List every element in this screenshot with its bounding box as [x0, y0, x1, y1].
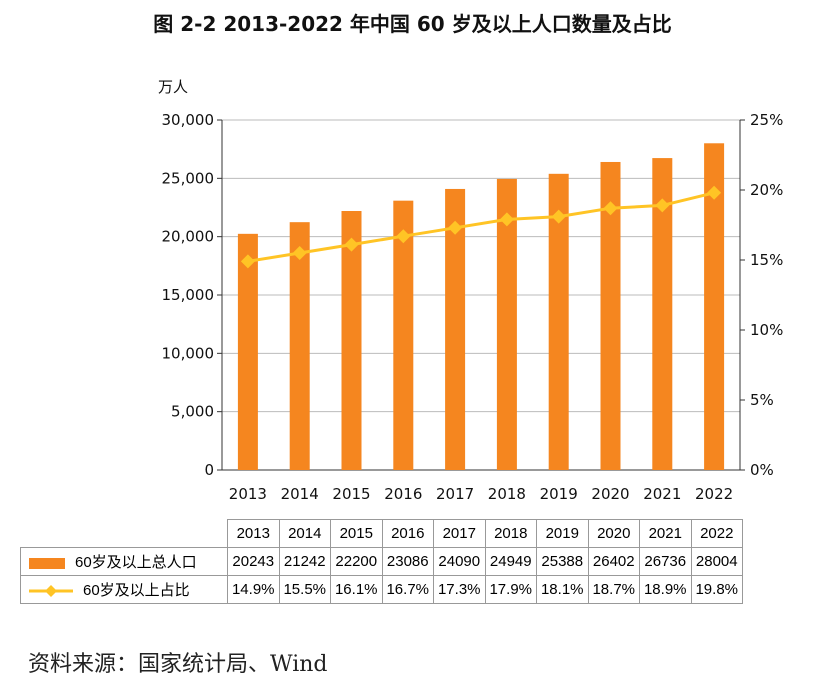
- table-cell-population: 20243: [227, 547, 280, 576]
- y-tick-label-right: 20%: [750, 181, 783, 199]
- table-cell-population: 23086: [381, 547, 434, 576]
- x-tick-label: 2022: [695, 485, 733, 503]
- data-table: 2013 2014 2015 2016 2017 2018 2019 2020 2021 2022…: [20, 519, 743, 604]
- table-cell-population: 28004: [690, 547, 743, 576]
- ratio-line: [247, 191, 715, 263]
- bar: [237, 233, 258, 470]
- table-cell-population: 21242: [278, 547, 331, 576]
- bar: [445, 188, 466, 470]
- x-tick-label: 2020: [591, 485, 629, 503]
- table-cell-ratio: 18.7%: [587, 575, 640, 604]
- source-note: 资料来源：国家统计局、Wind: [28, 652, 328, 677]
- y-tick-label-left: 0: [204, 461, 214, 479]
- y-tick-label-right: 0%: [750, 461, 774, 479]
- line-point: [655, 198, 670, 213]
- table-cell-population: 22200: [330, 547, 383, 576]
- table-cell-ratio: 19.8%: [690, 575, 743, 604]
- line-point: [499, 212, 514, 227]
- bar: [496, 178, 517, 470]
- y-tick-label-left: 10,000: [162, 344, 215, 362]
- plot-area: 万人 0 5,000 10,000 15,000 20,000 25,000 30,000 0…: [158, 78, 783, 503]
- y-tick-label-right: 5%: [750, 391, 774, 409]
- bar-swatch-icon: [29, 557, 65, 569]
- y-tick-label-right: 10%: [750, 321, 783, 339]
- table-header-cell: 2013: [227, 519, 280, 548]
- line-point: [240, 254, 255, 269]
- legend-line: 60岁及以上占比: [20, 575, 228, 604]
- table-header-cell: 2017: [433, 519, 486, 548]
- table-header-cell: 2022: [690, 519, 743, 548]
- bar: [393, 200, 414, 470]
- line-point: [707, 185, 722, 200]
- legend-bar: 60岁及以上总人口: [20, 547, 228, 576]
- table-cell-population: 26402: [587, 547, 640, 576]
- bar: [704, 143, 725, 470]
- table-header-cell: 2021: [639, 519, 692, 548]
- y-tick-label-left: 20,000: [162, 228, 215, 246]
- table-cell-ratio: 15.5%: [278, 575, 331, 604]
- table-cell-population: 24090: [433, 547, 486, 576]
- table-cell-ratio: 16.7%: [381, 575, 434, 604]
- x-tick-label: 2017: [436, 485, 474, 503]
- table-header-cell: 2018: [484, 519, 537, 548]
- x-tick-label: 2018: [488, 485, 526, 503]
- y-axis-unit: 万人: [158, 78, 188, 96]
- x-tick-label: 2016: [384, 485, 422, 503]
- table-cell-population: 25388: [536, 547, 589, 576]
- table-cell-ratio: 18.9%: [639, 575, 692, 604]
- line-point: [344, 237, 359, 252]
- table-cell-ratio: 17.9%: [484, 575, 537, 604]
- bar: [652, 158, 673, 470]
- line-point: [448, 220, 463, 235]
- table-cell-ratio: 16.1%: [330, 575, 383, 604]
- line-point: [551, 209, 566, 224]
- table-cell-ratio: 14.9%: [227, 575, 280, 604]
- bar: [289, 222, 310, 470]
- table-header-cell: 2014: [278, 519, 331, 548]
- y-tick-label-right: 15%: [750, 251, 783, 269]
- y-tick-label-right: 25%: [750, 111, 783, 129]
- x-tick-label: 2021: [643, 485, 681, 503]
- x-tick-label: 2019: [540, 485, 578, 503]
- y-tick-label-left: 30,000: [162, 111, 215, 129]
- table-header-cell: 2016: [381, 519, 434, 548]
- line-point: [292, 246, 307, 260]
- table-cell-population: 24949: [484, 547, 537, 576]
- line-point: [603, 201, 618, 216]
- y-tick-label-left: 25,000: [162, 169, 215, 187]
- y-tick-label-left: 15,000: [162, 286, 215, 304]
- chart-title: 图 2-2 2013-2022 年中国 60 岁及以上人口数量及占比: [153, 12, 672, 36]
- table-cell-population: 26736: [639, 547, 692, 576]
- table-header-cell: 2019: [536, 519, 589, 548]
- table-header-cell: 2015: [330, 519, 383, 548]
- x-tick-label: 2014: [281, 485, 319, 503]
- table-cell-ratio: 17.3%: [433, 575, 486, 604]
- table-header-cell: 2020: [587, 519, 640, 548]
- x-tick-label: 2013: [229, 485, 267, 503]
- x-tick-label: 2015: [332, 485, 370, 503]
- line-point: [396, 229, 411, 244]
- line-diamond-icon: [29, 584, 73, 598]
- y-tick-label-left: 5,000: [171, 403, 214, 421]
- table-cell-ratio: 18.1%: [536, 575, 589, 604]
- bar: [548, 173, 569, 470]
- bar: [341, 211, 362, 470]
- bar: [600, 161, 621, 470]
